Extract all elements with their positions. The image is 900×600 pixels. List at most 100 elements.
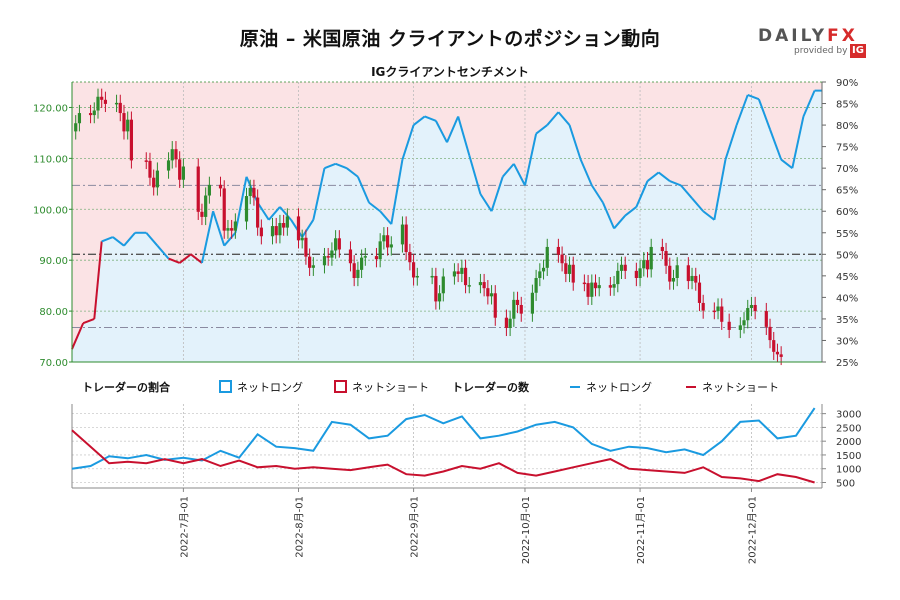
- price-tick-label: 100.00: [33, 205, 68, 216]
- price-candle: [378, 241, 382, 260]
- price-candle: [88, 113, 93, 116]
- net-long-ratio-segment: [468, 154, 482, 195]
- net-long-ratio-segment: [424, 115, 437, 122]
- price-candle: [222, 188, 226, 231]
- net-long-ratio-segment: [791, 116, 805, 169]
- net-long-ratio-segment: [401, 124, 415, 160]
- net-long-ratio-segment: [179, 253, 192, 264]
- price-candle: [738, 325, 742, 330]
- price-candle: [411, 262, 416, 278]
- price-sentiment-panel: 70.00 80.00 90.00 100.00 110.00 120.00 25% 30% 3…: [33, 78, 858, 369]
- ratio-tick-label: 75%: [836, 143, 858, 154]
- net-long-ratio-segment: [535, 124, 548, 135]
- ratio-tick-label: 70%: [836, 164, 858, 175]
- price-candle: [675, 265, 679, 278]
- price-candle: [634, 270, 638, 278]
- net-long-ratio-segment: [669, 180, 682, 187]
- net-long-ratio-segment: [490, 176, 504, 212]
- price-candle: [582, 282, 586, 285]
- date-tick-label: 2022-8月-01: [293, 496, 305, 558]
- net-long-ratio-segment: [512, 163, 526, 186]
- price-candle: [77, 113, 82, 124]
- net-long-ratio-segment: [713, 159, 727, 221]
- price-candle: [92, 110, 96, 116]
- legend-net-short-ratio-label: ネットショート: [352, 381, 429, 394]
- price-candle: [363, 256, 367, 258]
- net-long-ratio-segment: [702, 210, 715, 221]
- trader-count-panel: 500 1000 1500 2000 2500 3000: [71, 404, 861, 489]
- date-tick-label: 2022-11月-01: [635, 496, 647, 564]
- price-candle: [441, 276, 445, 294]
- price-candle: [686, 265, 690, 282]
- price-candle: [764, 311, 768, 327]
- net-long-ratio-segment: [724, 124, 738, 160]
- date-tick-label: 2022-7月-01: [178, 496, 190, 558]
- price-candle: [348, 249, 353, 264]
- net-long-ratio-segment: [156, 245, 170, 260]
- legend-net-short-ratio-swatch: [334, 380, 347, 393]
- net-long-ratio-segment: [747, 93, 760, 101]
- price-candle: [356, 269, 360, 278]
- ratio-tick-label: 50%: [836, 250, 858, 261]
- legend-net-long-ratio-swatch: [219, 380, 232, 393]
- chart-subtitle: IGクライアントセンチメント: [371, 65, 529, 79]
- price-tick-label: 110.00: [33, 154, 68, 165]
- legend-ratio-title: トレーダーの割合: [82, 380, 171, 394]
- ratio-tick-label: 25%: [836, 358, 858, 369]
- price-candle: [233, 221, 237, 231]
- price-candle: [274, 226, 278, 236]
- price-candle: [308, 256, 312, 268]
- price-candle: [530, 292, 534, 314]
- price-candle: [322, 256, 327, 266]
- price-candle: [408, 252, 412, 263]
- count-tick-label: 1500: [836, 451, 861, 462]
- net-long-ratio-segment: [624, 206, 637, 217]
- price-candle: [538, 271, 542, 278]
- ratio-tick-label: 35%: [836, 315, 858, 326]
- price-candle: [404, 224, 408, 253]
- price-candle: [174, 149, 178, 160]
- price-candle: [122, 113, 126, 132]
- price-tick-label: 80.00: [39, 307, 68, 318]
- net-long-ratio-segment: [200, 211, 215, 264]
- price-tick-label: 70.00: [39, 358, 68, 369]
- net-long-ratio-segment: [346, 167, 359, 178]
- price-candle: [178, 159, 182, 180]
- price-candle: [567, 264, 572, 274]
- net-long-ratio-segment: [212, 210, 226, 246]
- price-candle: [148, 160, 152, 178]
- legend-net-long-count-label: ネットロング: [586, 380, 652, 394]
- price-candle: [285, 216, 289, 228]
- count-tick-label: 3000: [836, 410, 861, 421]
- net-long-ratio-segment: [757, 98, 771, 130]
- net-long-ratio-segment: [523, 133, 538, 186]
- net-long-ratio-segment: [557, 111, 571, 126]
- price-candle: [534, 278, 538, 293]
- price-candle: [712, 310, 716, 313]
- price-candle: [334, 238, 338, 251]
- price-candle: [727, 321, 731, 330]
- price-candle: [129, 119, 134, 161]
- net-long-ratio-segment: [780, 158, 793, 169]
- price-candle: [616, 270, 620, 285]
- price-candle: [753, 304, 757, 312]
- price-candle: [593, 282, 598, 289]
- date-tick-label: 2022-12月-01: [746, 496, 758, 564]
- net-long-ratio-segment: [234, 176, 248, 233]
- price-candle: [720, 306, 724, 322]
- logo-tagline: provided by: [794, 46, 848, 56]
- net-long-ratio-segment: [82, 317, 95, 325]
- logo-word-accent: FX: [827, 26, 858, 46]
- price-candle: [668, 265, 672, 282]
- net-long-ratio-segment: [691, 197, 704, 212]
- price-candle: [126, 119, 130, 132]
- price-candle: [389, 244, 393, 248]
- price-candle: [152, 177, 156, 188]
- net-long-ratio-segment: [190, 253, 203, 264]
- price-candle: [207, 184, 211, 196]
- price-candle: [486, 288, 490, 297]
- price-candle: [456, 271, 460, 274]
- net-long-ratio-segment: [290, 219, 304, 238]
- ratio-tick-label: 80%: [836, 121, 858, 132]
- price-candle: [515, 299, 520, 305]
